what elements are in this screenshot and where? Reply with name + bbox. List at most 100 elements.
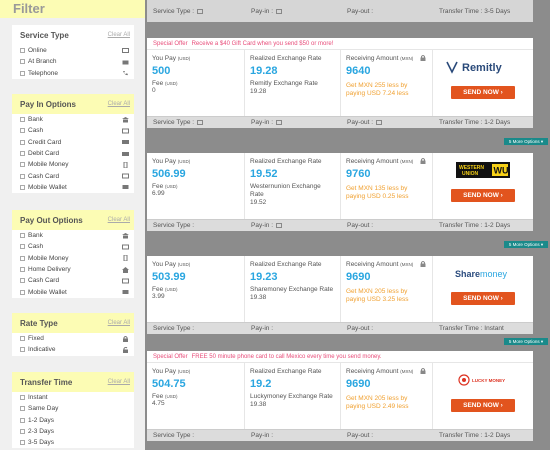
service-type-label: Service Type : bbox=[153, 325, 195, 332]
remitly-logo: Remitly bbox=[438, 58, 528, 76]
filter-option-2-3-days[interactable]: 2-3 Days bbox=[12, 426, 134, 437]
filter-option-cash-card[interactable]: Cash Card bbox=[12, 170, 134, 181]
checkbox[interactable] bbox=[20, 70, 25, 76]
filter-section-rate-type: Rate Type Clear All Fixed Indicative bbox=[12, 313, 134, 356]
checkbox[interactable] bbox=[20, 151, 25, 157]
filter-option-home-delivery[interactable]: Home Delivery bbox=[12, 264, 134, 275]
cash-icon bbox=[276, 223, 283, 228]
filter-option-fixed[interactable]: Fixed bbox=[12, 333, 134, 344]
cash-icon bbox=[376, 120, 383, 125]
card-footer: Service Type : Pay-in : Pay-out : Transf… bbox=[147, 219, 533, 231]
filter-option-instant[interactable]: Instant bbox=[12, 392, 134, 403]
option-label: Indicative bbox=[28, 346, 56, 354]
receiving-amount: 9760 bbox=[346, 168, 371, 180]
luckymoney-logo-graphic: LUCKY MONEY bbox=[458, 374, 505, 386]
sharemoney-logo: Sharemoney bbox=[438, 264, 528, 282]
clear-all-link[interactable]: Clear All bbox=[107, 320, 130, 326]
lock-icon bbox=[420, 158, 426, 164]
checkbox[interactable] bbox=[20, 117, 25, 123]
currency-unit: (USD) bbox=[165, 287, 178, 292]
filter-option-debit-card[interactable]: Debit Card bbox=[12, 148, 134, 159]
more-options-button[interactable]: 5 More Options ▾ bbox=[504, 338, 548, 345]
checkbox[interactable] bbox=[20, 289, 25, 295]
filter-option-1-2-days[interactable]: 1-2 Days bbox=[12, 415, 134, 426]
checkbox[interactable] bbox=[20, 128, 25, 134]
home-icon bbox=[121, 266, 129, 273]
filter-option-credit-card[interactable]: Credit Card bbox=[12, 137, 134, 148]
filter-option-online[interactable]: Online bbox=[12, 45, 134, 56]
filter-option-at-branch[interactable]: At Branch bbox=[12, 56, 134, 67]
filter-option-mobile-wallet[interactable]: Mobile Wallet bbox=[12, 182, 134, 193]
filter-section-header: Pay Out Options Clear All bbox=[12, 210, 134, 230]
checkbox[interactable] bbox=[20, 278, 25, 284]
send-now-button[interactable]: SEND NOW › bbox=[451, 86, 515, 99]
checkbox[interactable] bbox=[20, 139, 25, 145]
filter-option-cash[interactable]: Cash bbox=[12, 125, 134, 136]
filter-option-mobile-money[interactable]: Mobile Money bbox=[12, 159, 134, 170]
pay-in-label: Pay-in : bbox=[251, 119, 274, 126]
filter-option-bank[interactable]: Bank bbox=[12, 230, 134, 241]
receiving-note: Get MXN 255 less by paying USD 7.24 less bbox=[346, 82, 409, 97]
option-label: Telephone bbox=[28, 69, 58, 77]
fee-label-text: Fee bbox=[152, 80, 164, 87]
filter-option-same-day[interactable]: Same Day bbox=[12, 403, 134, 414]
bank-icon bbox=[276, 8, 283, 14]
realized-rate-value: 19.28 bbox=[250, 65, 278, 77]
pay-out-label: Pay-out : bbox=[347, 432, 374, 439]
checkbox[interactable] bbox=[20, 244, 25, 250]
transfer-time: Transfer Time : Instant bbox=[439, 325, 504, 332]
pay-in-label: Pay-in : bbox=[251, 7, 274, 15]
filter-option-telephone[interactable]: Telephone bbox=[12, 68, 134, 79]
provider-rate-label: Luckymoney Exchange Rate bbox=[250, 393, 333, 400]
filter-option-mobile-wallet[interactable]: Mobile Wallet bbox=[12, 286, 134, 297]
checkbox[interactable] bbox=[20, 406, 25, 412]
option-label: Cash bbox=[28, 243, 44, 251]
more-options-button[interactable]: 5 More Options ▾ bbox=[504, 241, 548, 248]
filter-option-mobile-money[interactable]: Mobile Money bbox=[12, 253, 134, 264]
service-type-label: Service Type : bbox=[153, 7, 195, 15]
checkbox[interactable] bbox=[20, 173, 25, 179]
checkbox[interactable] bbox=[20, 395, 25, 401]
sharemoney-logo-graphic: Sharemoney bbox=[455, 269, 508, 279]
checkbox[interactable] bbox=[20, 162, 25, 168]
more-options-button[interactable]: 5 More Options ▾ bbox=[504, 138, 548, 145]
pay-out-label: Pay-out : bbox=[347, 119, 374, 126]
service-type: Service Type : bbox=[147, 222, 245, 229]
filter-option-cash[interactable]: Cash bbox=[12, 241, 134, 252]
clear-all-link[interactable]: Clear All bbox=[107, 379, 130, 385]
provider-card-sharemoney: You Pay (USD) 503.99 Fee (USD) 3.99 Real… bbox=[147, 256, 533, 334]
checkbox[interactable] bbox=[20, 267, 25, 273]
pay-out: Pay-out : bbox=[341, 119, 433, 126]
filter-section-service-type: Service Type Clear All Online At Branch … bbox=[12, 25, 134, 79]
send-now-button[interactable]: SEND NOW › bbox=[451, 292, 515, 305]
checkbox[interactable] bbox=[20, 336, 25, 342]
clear-all-link[interactable]: Clear All bbox=[107, 32, 130, 38]
checkbox[interactable] bbox=[20, 417, 25, 423]
filter-option-3-5-days[interactable]: 3-5 Days bbox=[12, 437, 134, 448]
checkbox[interactable] bbox=[20, 59, 25, 65]
checkbox[interactable] bbox=[20, 48, 25, 54]
option-label: 2-3 Days bbox=[28, 428, 55, 436]
send-now-button[interactable]: SEND NOW › bbox=[451, 189, 515, 202]
checkbox[interactable] bbox=[20, 440, 25, 446]
clear-all-link[interactable]: Clear All bbox=[107, 217, 130, 223]
checkbox[interactable] bbox=[20, 184, 25, 190]
filter-option-indicative[interactable]: Indicative bbox=[12, 344, 134, 355]
results-panel: Service Type : Pay-in : Pay-out : Transf… bbox=[145, 0, 550, 450]
checkbox[interactable] bbox=[20, 429, 25, 435]
receiving-label: Receiving Amount (MXN) bbox=[346, 55, 427, 62]
filter-option-cash-card[interactable]: Cash Card bbox=[12, 275, 134, 286]
checkbox[interactable] bbox=[20, 347, 25, 353]
filter-option-bank[interactable]: Bank bbox=[12, 114, 134, 125]
option-label: Credit Card bbox=[28, 138, 62, 146]
clear-all-link[interactable]: Clear All bbox=[107, 101, 130, 107]
option-label: Mobile Wallet bbox=[28, 183, 67, 191]
service-type-label: Service Type : bbox=[153, 432, 195, 439]
receiving-amount: 9690 bbox=[346, 271, 371, 283]
receiving-note: Get MXN 205 less by paying USD 3.25 less bbox=[346, 288, 409, 303]
transfer-time: Transfer Time : 1-2 Days bbox=[439, 119, 511, 126]
provider-rate-label: Sharemoney Exchange Rate bbox=[250, 286, 334, 293]
checkbox[interactable] bbox=[20, 233, 25, 239]
send-now-button[interactable]: SEND NOW › bbox=[451, 399, 515, 412]
checkbox[interactable] bbox=[20, 255, 25, 261]
